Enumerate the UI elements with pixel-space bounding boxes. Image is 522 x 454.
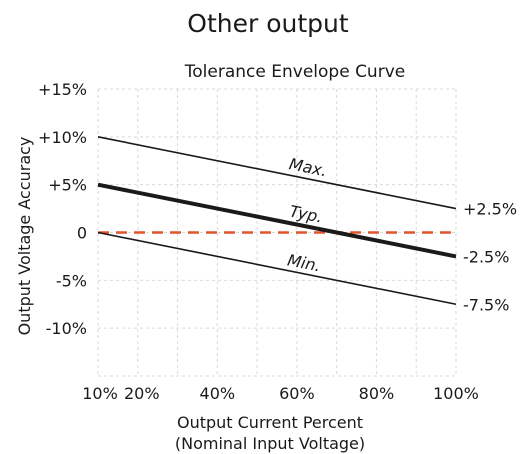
series-labels: Max.Typ.Min. — [286, 154, 329, 275]
x-axis-sublabel: (Nominal Input Voltage) — [175, 434, 365, 453]
y-tick-label: -10% — [46, 319, 87, 338]
y-tick-label: +5% — [48, 176, 87, 195]
y-tick-label: +15% — [38, 80, 87, 99]
series-lines — [97, 136, 457, 306]
series-line-typ — [97, 182, 457, 259]
right-value-label: -7.5% — [463, 295, 509, 314]
y-tick-labels: +15% +10% +5% 0 -5% -10% — [38, 80, 87, 338]
y-tick-label: +10% — [38, 128, 87, 147]
y-tick-label: -5% — [56, 271, 87, 290]
chart-title: Tolerance Envelope Curve — [184, 62, 405, 82]
x-tick-label: 100% — [433, 384, 479, 403]
right-value-label: -2.5% — [463, 247, 509, 266]
y-axis-label: Output Voltage Accuracy — [15, 137, 34, 336]
x-tick-label: 80% — [359, 384, 395, 403]
x-tick-labels: 10% 20% 40% 60% 80% 100% — [82, 384, 479, 403]
grid — [97, 88, 457, 377]
y-tick-label: 0 — [77, 224, 87, 243]
chart-heading: Other output — [187, 9, 349, 38]
x-tick-label: 60% — [279, 384, 315, 403]
right-value-labels: +2.5% -2.5% -7.5% — [463, 200, 517, 315]
series-line-min — [97, 231, 457, 306]
right-value-label: +2.5% — [463, 200, 517, 219]
series-line-max — [97, 136, 457, 210]
x-tick-label: 40% — [200, 384, 236, 403]
x-axis-label: Output Current Percent — [177, 413, 363, 432]
x-tick-label: 20% — [124, 384, 160, 403]
x-tick-label: 10% — [82, 384, 118, 403]
